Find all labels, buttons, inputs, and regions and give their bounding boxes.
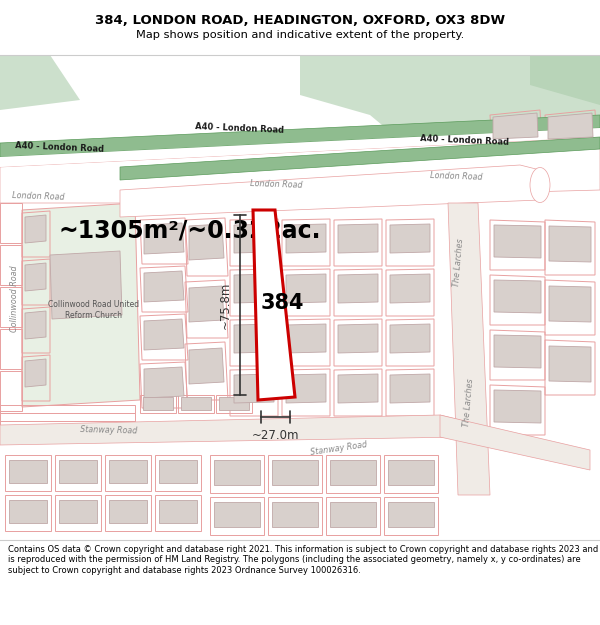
- Polygon shape: [189, 286, 224, 322]
- Polygon shape: [234, 374, 274, 403]
- Text: A40 - London Road: A40 - London Road: [195, 122, 284, 135]
- Text: A40 - London Road: A40 - London Road: [420, 134, 509, 147]
- Polygon shape: [338, 374, 378, 403]
- Polygon shape: [286, 224, 326, 253]
- Text: Stanway Road: Stanway Road: [80, 424, 137, 435]
- Polygon shape: [25, 263, 46, 291]
- Polygon shape: [549, 226, 591, 262]
- Polygon shape: [388, 460, 434, 485]
- Text: ~27.0m: ~27.0m: [252, 429, 299, 442]
- Polygon shape: [493, 113, 538, 139]
- Polygon shape: [189, 224, 224, 260]
- Polygon shape: [448, 203, 490, 495]
- Polygon shape: [0, 115, 600, 157]
- Polygon shape: [234, 274, 274, 303]
- Polygon shape: [143, 397, 173, 410]
- Polygon shape: [25, 359, 46, 387]
- Text: London Road: London Road: [12, 191, 65, 202]
- Text: ~75.8m: ~75.8m: [219, 281, 232, 329]
- Polygon shape: [390, 274, 430, 303]
- Polygon shape: [494, 280, 541, 313]
- Text: A40 - London Road: A40 - London Road: [15, 141, 104, 154]
- Polygon shape: [440, 415, 590, 470]
- Polygon shape: [144, 367, 184, 398]
- Text: 384: 384: [260, 293, 304, 313]
- Polygon shape: [0, 137, 600, 203]
- Polygon shape: [214, 502, 260, 527]
- Polygon shape: [272, 502, 318, 527]
- Polygon shape: [388, 502, 434, 527]
- Polygon shape: [9, 500, 47, 523]
- Polygon shape: [494, 390, 541, 423]
- Polygon shape: [338, 224, 378, 253]
- Polygon shape: [159, 500, 197, 523]
- Text: Contains OS data © Crown copyright and database right 2021. This information is : Contains OS data © Crown copyright and d…: [8, 545, 598, 575]
- Text: Collinwood Road United
Reform Church: Collinwood Road United Reform Church: [48, 300, 139, 320]
- Polygon shape: [144, 319, 184, 350]
- Polygon shape: [272, 460, 318, 485]
- Polygon shape: [548, 113, 593, 139]
- Polygon shape: [0, 128, 600, 167]
- Text: The Larches: The Larches: [452, 238, 465, 287]
- Polygon shape: [181, 397, 211, 410]
- Text: Stanway Road: Stanway Road: [310, 440, 368, 457]
- Polygon shape: [9, 460, 47, 483]
- Polygon shape: [109, 500, 147, 523]
- Polygon shape: [0, 55, 80, 110]
- Polygon shape: [120, 165, 540, 217]
- Polygon shape: [253, 210, 295, 400]
- Polygon shape: [0, 415, 460, 445]
- Polygon shape: [390, 324, 430, 353]
- Text: 384, LONDON ROAD, HEADINGTON, OXFORD, OX3 8DW: 384, LONDON ROAD, HEADINGTON, OXFORD, OX…: [95, 14, 505, 27]
- Polygon shape: [189, 348, 224, 384]
- Polygon shape: [300, 55, 600, 140]
- Text: London Road: London Road: [430, 171, 483, 182]
- Polygon shape: [120, 137, 600, 180]
- Text: ~1305m²/~0.322ac.: ~1305m²/~0.322ac.: [59, 218, 321, 242]
- Text: Collinwood Road: Collinwood Road: [10, 266, 19, 332]
- Polygon shape: [549, 346, 591, 382]
- Polygon shape: [25, 311, 46, 339]
- Polygon shape: [144, 271, 184, 302]
- Polygon shape: [494, 225, 541, 258]
- Polygon shape: [549, 286, 591, 322]
- Text: The Larches: The Larches: [462, 378, 475, 427]
- Polygon shape: [25, 215, 46, 243]
- Polygon shape: [338, 324, 378, 353]
- Polygon shape: [330, 460, 376, 485]
- Polygon shape: [159, 460, 197, 483]
- Text: Map shows position and indicative extent of the property.: Map shows position and indicative extent…: [136, 29, 464, 39]
- Polygon shape: [286, 274, 326, 303]
- Polygon shape: [22, 203, 140, 407]
- Ellipse shape: [530, 168, 550, 202]
- Polygon shape: [286, 324, 326, 353]
- Polygon shape: [330, 502, 376, 527]
- Polygon shape: [234, 324, 274, 353]
- Polygon shape: [338, 274, 378, 303]
- Polygon shape: [530, 55, 600, 105]
- Polygon shape: [214, 460, 260, 485]
- Polygon shape: [144, 223, 184, 254]
- Polygon shape: [219, 397, 249, 410]
- Polygon shape: [109, 460, 147, 483]
- Polygon shape: [390, 374, 430, 403]
- Polygon shape: [50, 251, 122, 319]
- Text: London Road: London Road: [250, 179, 303, 190]
- Polygon shape: [286, 374, 326, 403]
- Polygon shape: [59, 460, 97, 483]
- Polygon shape: [234, 224, 274, 253]
- Polygon shape: [59, 500, 97, 523]
- Polygon shape: [494, 335, 541, 368]
- Polygon shape: [390, 224, 430, 253]
